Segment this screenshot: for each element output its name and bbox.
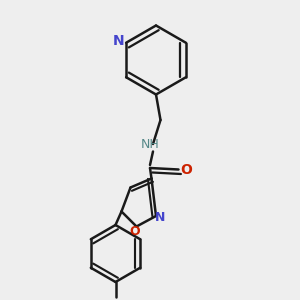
Text: O: O: [130, 225, 140, 239]
Text: N: N: [113, 34, 124, 48]
Text: N: N: [155, 211, 166, 224]
Text: O: O: [180, 163, 192, 176]
Text: NH: NH: [141, 137, 159, 151]
